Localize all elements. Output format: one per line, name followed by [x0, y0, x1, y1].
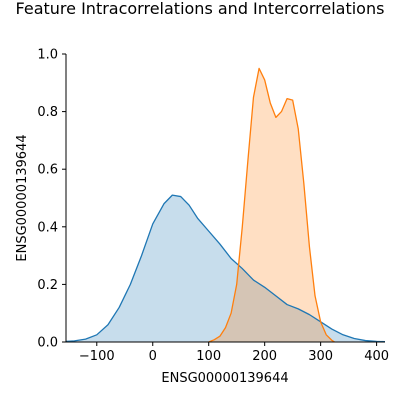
x-tick-label: 200: [252, 349, 277, 364]
y-tick-label: 0.2: [37, 278, 58, 293]
x-axis-label: ENSG00000139644: [161, 371, 288, 386]
x-tick-label: 400: [364, 349, 389, 364]
x-tick-label: −100: [79, 349, 115, 364]
series-1-area: [66, 195, 385, 342]
y-tick-label: 1.0: [37, 48, 58, 63]
y-axis-label: ENSG00000139644: [15, 134, 30, 261]
x-tick-label: 300: [308, 349, 333, 364]
x-tick-label: 0: [149, 349, 157, 364]
y-tick-label: 0.4: [37, 220, 58, 235]
series-1-line: [65, 194, 386, 343]
chart-title: Feature Intracorrelations and Intercorre…: [16, 0, 385, 18]
series-2-area: [208, 68, 335, 343]
x-tick-label: 100: [196, 349, 221, 364]
y-tick-label: 0.8: [37, 105, 58, 120]
y-tick-label: 0.0: [37, 336, 58, 351]
series-2-line: [208, 67, 335, 343]
axes: −100 0 100 200 300 400 0.0 0.2 0.4 0.6 0.8 1.0: [37, 48, 389, 365]
plot-area: [65, 67, 386, 343]
y-tick-label: 0.6: [37, 163, 58, 178]
